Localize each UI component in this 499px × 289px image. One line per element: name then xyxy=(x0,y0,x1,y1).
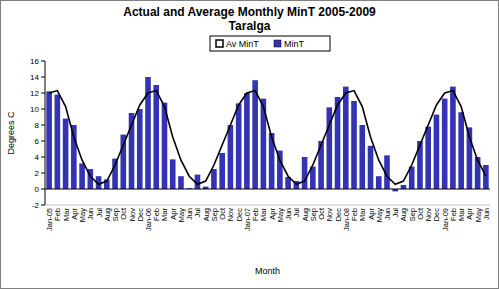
y-tick-label: 8 xyxy=(35,121,40,130)
bar xyxy=(79,163,85,189)
bar xyxy=(55,95,61,189)
bar xyxy=(442,99,448,189)
y-tick-label: 14 xyxy=(30,73,39,82)
bar xyxy=(46,91,52,189)
x-axis-label: Month xyxy=(255,266,280,276)
x-tick-label: Jun xyxy=(482,208,491,220)
bar xyxy=(137,109,143,189)
bar xyxy=(219,153,225,189)
bar xyxy=(236,103,242,189)
y-tick-label: 2 xyxy=(35,169,40,178)
bar xyxy=(351,101,357,189)
bar xyxy=(178,176,184,189)
bar xyxy=(368,146,374,189)
y-tick xyxy=(41,141,45,142)
bar xyxy=(376,176,382,189)
title: Actual and Average Monthly MinT 2005-200… xyxy=(123,5,376,19)
y-tick xyxy=(41,205,45,206)
y-tick xyxy=(41,157,45,158)
bar xyxy=(252,80,258,189)
y-axis-label: Degrees C xyxy=(6,111,16,155)
bar xyxy=(483,165,489,189)
y-tick-label: 4 xyxy=(35,153,40,162)
bar xyxy=(228,125,234,189)
bar xyxy=(450,87,456,189)
y-tick xyxy=(41,189,45,190)
y-tick xyxy=(41,93,45,94)
legend-label: MinT xyxy=(284,39,305,49)
y-tick xyxy=(41,77,45,78)
legend: Av MinT MinT xyxy=(210,36,330,51)
x-axis xyxy=(45,189,490,190)
line xyxy=(49,91,486,185)
plot-bottom xyxy=(45,205,490,206)
bar xyxy=(63,119,69,189)
y-tick-label: 10 xyxy=(30,105,39,114)
chart-frame xyxy=(1,1,499,289)
bar xyxy=(120,135,126,189)
y-axis xyxy=(45,61,46,205)
y-tick-label: 12 xyxy=(30,89,39,98)
legend-frame xyxy=(210,36,330,51)
bar xyxy=(434,115,440,189)
bar xyxy=(211,169,217,189)
subtitle: Taralga xyxy=(229,19,271,33)
bar xyxy=(302,157,308,189)
bar xyxy=(170,159,176,189)
y-tick-label: 16 xyxy=(30,57,39,66)
bar xyxy=(458,112,464,189)
bar xyxy=(153,85,159,189)
legend-label: Av MinT xyxy=(226,39,259,49)
legend-swatch xyxy=(274,40,281,47)
y-tick xyxy=(41,125,45,126)
bar xyxy=(359,125,365,189)
y-tick xyxy=(41,109,45,110)
y-tick xyxy=(41,61,45,62)
y-tick-label: 0 xyxy=(35,185,40,194)
y-tick-label: 6 xyxy=(35,137,40,146)
bar xyxy=(244,93,250,189)
y-tick xyxy=(41,173,45,174)
bar xyxy=(425,127,431,189)
y-tick-label: -2 xyxy=(32,201,40,210)
plot-area xyxy=(46,77,488,191)
legend-swatch xyxy=(216,40,223,47)
chart: Actual and Average Monthly MinT 2005-200… xyxy=(0,0,499,289)
bar xyxy=(401,185,407,189)
bar xyxy=(343,87,349,189)
